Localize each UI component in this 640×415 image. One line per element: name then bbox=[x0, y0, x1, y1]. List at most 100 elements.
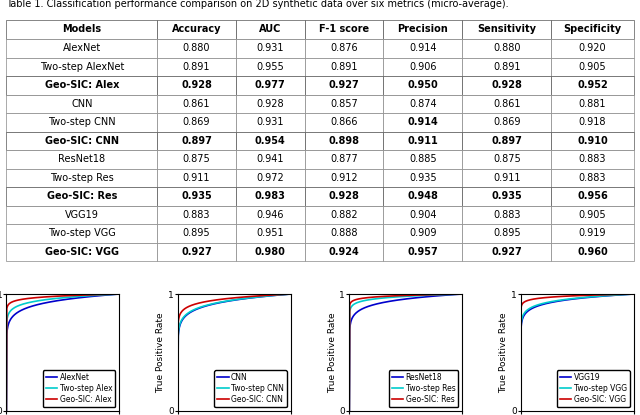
Geo-SIC: Res: (1, 1): Res: (1, 1) bbox=[458, 291, 466, 296]
Two-step Res bbox=[448, 292, 456, 297]
Two-step Alex bbox=[3, 408, 10, 413]
Two-step Res bbox=[440, 292, 448, 297]
ResNet18 bbox=[440, 293, 448, 298]
Two-step Alex bbox=[72, 294, 79, 299]
Y-axis label: True Positive Rate: True Positive Rate bbox=[328, 312, 337, 393]
VGG19 bbox=[584, 295, 592, 300]
Two-step VGG bbox=[619, 292, 627, 297]
CNN bbox=[243, 296, 251, 301]
Geo-SIC: CNN: (0.612, 0.977): CNN: (0.612, 0.977) bbox=[243, 294, 251, 299]
Two-step CNN bbox=[287, 291, 294, 296]
Two-step CNN bbox=[243, 296, 251, 301]
CNN bbox=[276, 293, 284, 298]
Two-step CNN bbox=[174, 408, 182, 413]
Line: Geo-SIC: Res: Geo-SIC: Res bbox=[349, 294, 462, 411]
Line: Geo-SIC: CNN: Geo-SIC: CNN bbox=[178, 294, 291, 411]
Legend: CNN, Two-step CNN, Geo-SIC: CNN: CNN, Two-step CNN, Geo-SIC: CNN bbox=[214, 370, 287, 407]
Two-step Alex bbox=[105, 292, 113, 297]
CNN bbox=[287, 291, 294, 296]
AlexNet bbox=[3, 408, 10, 413]
ResNet18 bbox=[448, 292, 456, 297]
Two-step VGG bbox=[586, 294, 594, 299]
Two-step VGG bbox=[584, 295, 591, 300]
Two-step CNN bbox=[241, 296, 249, 301]
Line: Geo-SIC: VGG: Geo-SIC: VGG bbox=[521, 294, 634, 411]
ResNet18 bbox=[346, 327, 353, 332]
Geo-SIC: CNN: (0.592, 0.975): CNN: (0.592, 0.975) bbox=[241, 294, 248, 299]
Line: Two-step Res: Two-step Res bbox=[349, 294, 462, 411]
Geo-SIC: Res: (0.906, 0.998): Res: (0.906, 0.998) bbox=[448, 292, 456, 297]
Text: Table 1. Classification performance comparison on 2D synthetic data over six met: Table 1. Classification performance comp… bbox=[6, 0, 509, 10]
Geo-SIC: Res: (0.592, 0.991): Res: (0.592, 0.991) bbox=[412, 293, 420, 298]
Two-step Alex bbox=[115, 291, 123, 296]
Geo-SIC: VGG: (0, 0): VGG: (0, 0) bbox=[517, 408, 525, 413]
Two-step Alex bbox=[98, 293, 106, 298]
Geo-SIC: CNN: (0.843, 0.992): CNN: (0.843, 0.992) bbox=[269, 293, 276, 298]
Y-axis label: True Positive Rate: True Positive Rate bbox=[156, 312, 165, 393]
AlexNet bbox=[105, 292, 113, 297]
Line: VGG19: VGG19 bbox=[521, 294, 634, 411]
CNN bbox=[175, 333, 182, 338]
AlexNet bbox=[70, 296, 77, 301]
Two-step CNN bbox=[269, 293, 276, 298]
Line: AlexNet: AlexNet bbox=[6, 294, 119, 411]
Y-axis label: True Positive Rate: True Positive Rate bbox=[499, 312, 508, 393]
ResNet18 bbox=[415, 295, 422, 300]
ResNet18 bbox=[412, 295, 420, 300]
Geo-SIC: CNN: (0.00334, 0.76): CNN: (0.00334, 0.76) bbox=[175, 320, 182, 325]
Geo-SIC: Alex: (0.595, 0.988): Alex: (0.595, 0.988) bbox=[70, 293, 77, 298]
Legend: ResNet18, Two-step Res, Geo-SIC: Res: ResNet18, Two-step Res, Geo-SIC: Res bbox=[388, 370, 458, 407]
Geo-SIC: Alex: (0, 0): Alex: (0, 0) bbox=[3, 408, 10, 413]
ResNet18 bbox=[413, 295, 420, 300]
Line: ResNet18: ResNet18 bbox=[349, 294, 462, 411]
Geo-SIC: Alex: (0.906, 0.998): Alex: (0.906, 0.998) bbox=[105, 292, 113, 297]
Two-step Alex bbox=[69, 294, 77, 299]
AlexNet bbox=[3, 332, 11, 337]
CNN bbox=[269, 293, 276, 298]
VGG19 bbox=[612, 293, 620, 298]
Two-step CNN bbox=[241, 296, 248, 301]
ResNet18 bbox=[346, 408, 353, 413]
AlexNet bbox=[98, 293, 106, 298]
AlexNet bbox=[115, 291, 123, 296]
AlexNet bbox=[69, 296, 77, 301]
Two-step CNN bbox=[276, 292, 284, 297]
Two-step VGG bbox=[612, 293, 620, 298]
Geo-SIC: Res: (0.595, 0.991): Res: (0.595, 0.991) bbox=[413, 293, 420, 298]
Geo-SIC: Alex: (0.00334, 0.874): Alex: (0.00334, 0.874) bbox=[3, 306, 11, 311]
Two-step VGG bbox=[517, 408, 525, 413]
Geo-SIC: Alex: (0.612, 0.989): Alex: (0.612, 0.989) bbox=[72, 293, 79, 298]
Geo-SIC: Alex: (0.592, 0.988): Alex: (0.592, 0.988) bbox=[69, 293, 77, 298]
Geo-SIC: VGG: (0.592, 0.989): VGG: (0.592, 0.989) bbox=[584, 293, 591, 298]
Two-step VGG bbox=[630, 291, 637, 296]
Two-step VGG bbox=[584, 295, 592, 300]
Line: Two-step CNN: Two-step CNN bbox=[178, 294, 291, 411]
Two-step Res bbox=[413, 293, 420, 298]
Line: Two-step VGG: Two-step VGG bbox=[521, 294, 634, 411]
Two-step CNN bbox=[175, 332, 182, 337]
Two-step Res bbox=[415, 293, 422, 298]
Geo-SIC: Res: (0.00334, 0.906): Res: (0.00334, 0.906) bbox=[346, 303, 353, 308]
Geo-SIC: Alex: (1, 1): Alex: (1, 1) bbox=[115, 291, 123, 296]
Geo-SIC: Res: (0, 0): Res: (0, 0) bbox=[346, 408, 353, 413]
Two-step Res bbox=[346, 309, 353, 314]
Geo-SIC: VGG: (0.906, 0.998): VGG: (0.906, 0.998) bbox=[619, 292, 627, 297]
Geo-SIC: CNN: (0.906, 0.995): CNN: (0.906, 0.995) bbox=[276, 292, 284, 297]
VGG19 bbox=[586, 295, 594, 300]
Geo-SIC: VGG: (1, 1): VGG: (1, 1) bbox=[630, 291, 637, 296]
Line: Geo-SIC: Alex: Geo-SIC: Alex bbox=[6, 294, 119, 411]
Two-step Res bbox=[412, 293, 420, 298]
Geo-SIC: VGG: (0.843, 0.997): VGG: (0.843, 0.997) bbox=[612, 292, 620, 297]
VGG19 bbox=[517, 324, 525, 329]
CNN bbox=[174, 408, 182, 413]
Two-step VGG bbox=[517, 321, 525, 326]
Geo-SIC: Res: (0.843, 0.997): Res: (0.843, 0.997) bbox=[440, 292, 448, 297]
Legend: VGG19, Two-step VGG, Geo-SIC: VGG: VGG19, Two-step VGG, Geo-SIC: VGG bbox=[557, 370, 630, 407]
VGG19 bbox=[584, 295, 591, 300]
VGG19 bbox=[630, 291, 637, 296]
VGG19 bbox=[517, 408, 525, 413]
Two-step Res bbox=[458, 291, 466, 296]
CNN bbox=[241, 296, 248, 301]
Geo-SIC: Alex: (0.843, 0.996): Alex: (0.843, 0.996) bbox=[98, 292, 106, 297]
Line: CNN: CNN bbox=[178, 294, 291, 411]
